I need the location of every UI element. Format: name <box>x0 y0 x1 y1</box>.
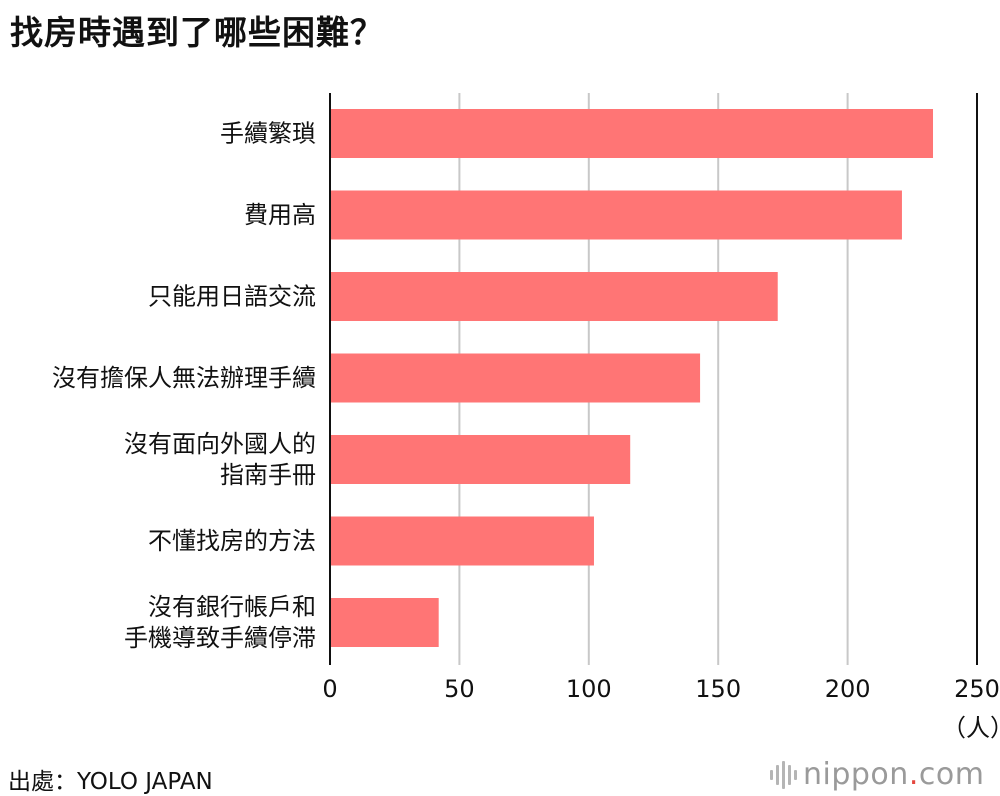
category-label-line: 沒有擔保人無法辦理手續 <box>52 364 316 392</box>
x-tick-label: 150 <box>695 675 741 703</box>
brand-logo: nippon.com <box>770 757 984 792</box>
category-label-line: 沒有面向外國人的 <box>124 430 316 458</box>
bar <box>330 516 594 566</box>
category-label-line: 手續繁瑣 <box>220 120 316 148</box>
source-note: 出處：YOLO JAPAN <box>8 769 213 795</box>
category-label: 手續繁瑣 <box>220 120 316 148</box>
brand-dot: . <box>908 757 919 792</box>
brand-name: nippon <box>803 757 909 792</box>
bar <box>330 272 778 321</box>
bar <box>330 190 902 240</box>
category-label-line: 費用高 <box>244 201 316 229</box>
bar <box>330 435 631 484</box>
x-tick-label: 200 <box>825 675 871 703</box>
x-tick-label: 0 <box>322 675 337 703</box>
brand-tld: com <box>918 757 985 792</box>
category-label-line: 不懂找房的方法 <box>148 527 316 555</box>
x-tick-label: 250 <box>954 675 1000 703</box>
category-label: 不懂找房的方法 <box>148 527 316 555</box>
label-layer: 0 50 100 150 200 250 手續繁瑣費用高只能用日語交流沒有擔保人無法辦理手續… <box>52 120 1000 704</box>
bar <box>330 109 934 158</box>
category-label-line: 沒有銀行帳戶和 <box>148 593 316 621</box>
x-tick-label: 100 <box>566 675 612 703</box>
chart-title: 找房時遇到了哪些困難？ <box>10 13 384 52</box>
category-label-line: 只能用日語交流 <box>148 283 316 311</box>
category-label: 沒有擔保人無法辦理手續 <box>52 364 316 392</box>
x-tick-label: 50 <box>444 675 475 703</box>
category-label-line: 手機導致手續停滞 <box>124 624 316 652</box>
bar <box>330 598 439 647</box>
category-label: 沒有銀行帳戶和手機導致手續停滞 <box>124 593 316 652</box>
category-label: 只能用日語交流 <box>148 283 316 311</box>
bar <box>330 353 701 403</box>
unit-label: （人） <box>942 714 1000 742</box>
brand-wordmark: nippon.com <box>803 757 984 792</box>
category-label: 費用高 <box>244 201 316 229</box>
bar-layer <box>330 109 934 647</box>
category-label: 沒有面向外國人的指南手冊 <box>124 430 316 489</box>
axis-layer <box>329 93 978 665</box>
sound-wave-icon <box>770 760 797 790</box>
category-label-line: 指南手冊 <box>220 461 316 489</box>
